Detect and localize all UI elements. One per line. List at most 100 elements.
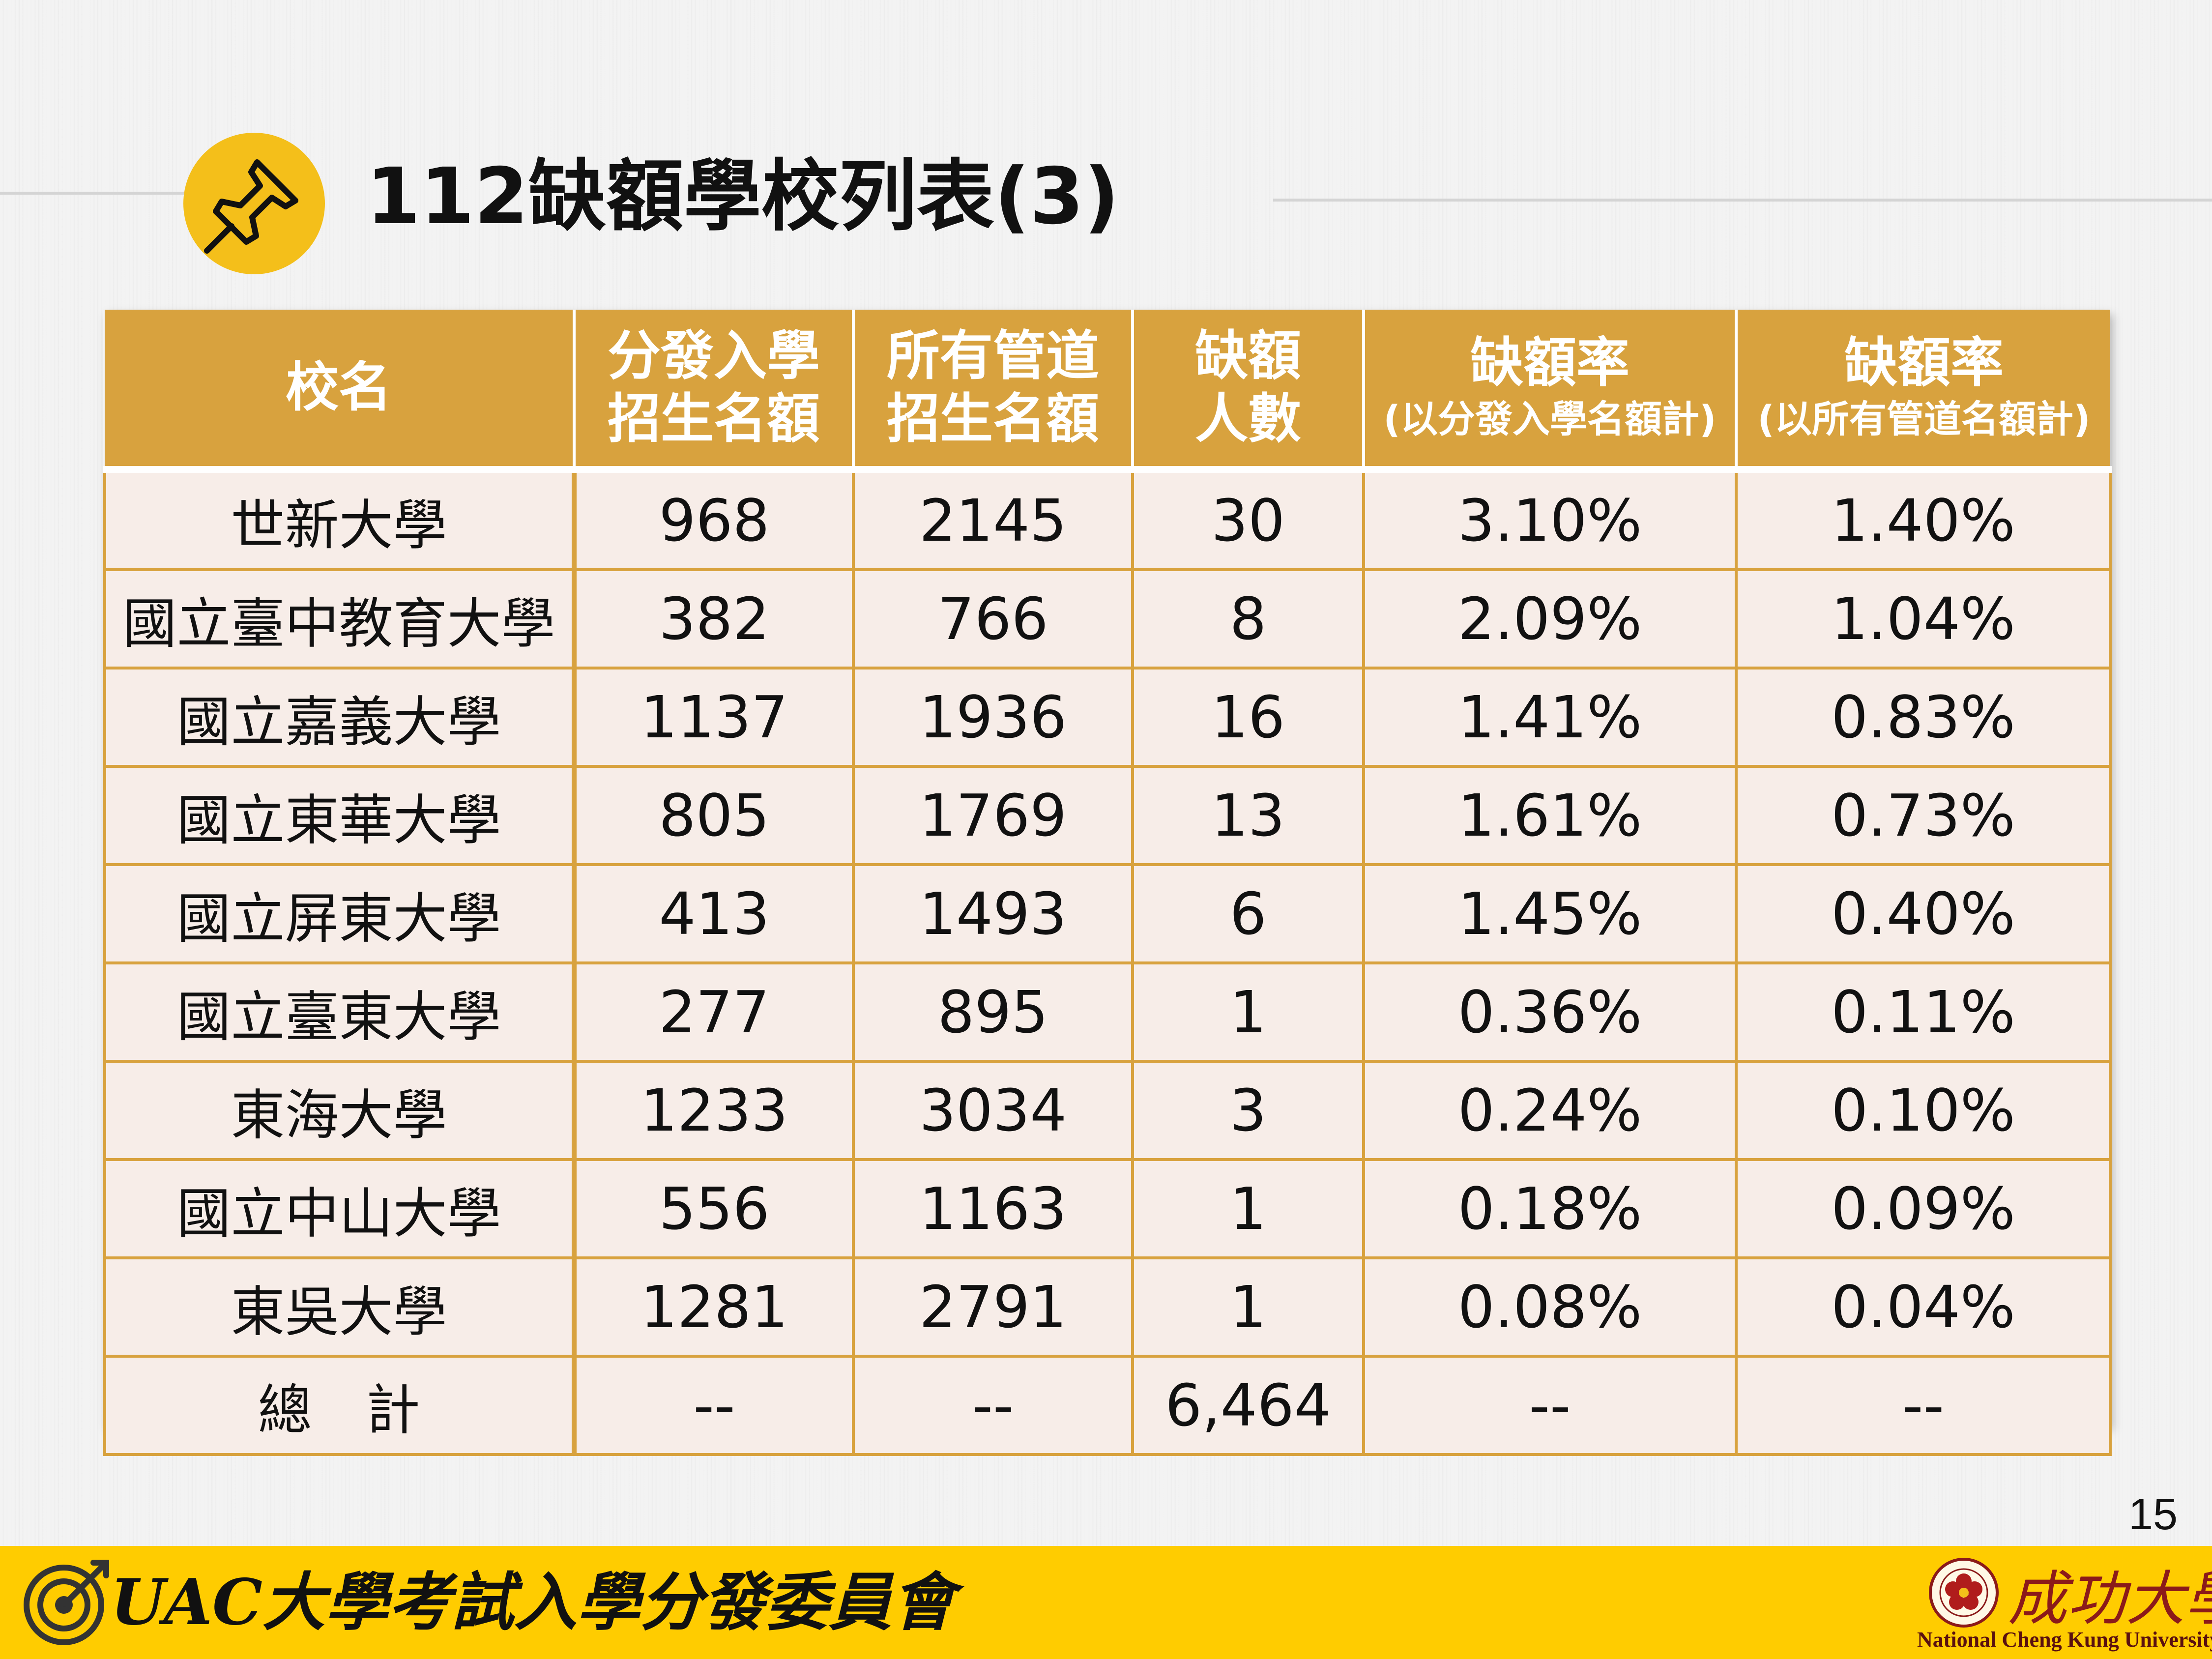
table-cell: 1 <box>1131 1256 1365 1358</box>
table-cell: 3 <box>1131 1060 1365 1161</box>
table-cell: 0.36% <box>1362 961 1738 1063</box>
table-cell: 16 <box>1131 667 1365 768</box>
table-row: 東海大學 1233 3034 3 0.24% 0.10% <box>103 1060 2112 1161</box>
table-header-row: 校名 分發入學 招生名額 所有管道 招生名額 缺額 人數 缺額率 (以分發入學名額計) 缺額率 (以… <box>105 310 2110 473</box>
table-cell: 30 <box>1131 468 1365 571</box>
table-cell: 1.61% <box>1362 765 1738 866</box>
table-cell: 8 <box>1131 568 1365 669</box>
column-header-line2: 人數 <box>1194 388 1301 450</box>
table-cell: -- <box>573 1355 855 1456</box>
column-header-5: 缺額率 (以所有管道名額計) <box>1735 310 2110 473</box>
school-name-cell: 國立屏東大學 <box>103 863 577 964</box>
table-cell: 895 <box>852 961 1134 1063</box>
table-cell: 1769 <box>852 765 1134 866</box>
ncku-english-name: National Cheng Kung University <box>1917 1628 2212 1652</box>
table-row: 國立中山大學 556 1163 1 0.18% 0.09% <box>103 1158 2112 1259</box>
table-row: 國立臺東大學 277 895 1 0.36% 0.11% <box>103 961 2112 1063</box>
column-header-2: 所有管道 招生名額 <box>852 310 1134 473</box>
table-cell: 13 <box>1131 765 1365 866</box>
column-header-subtitle: (以分發入學名額計) <box>1383 397 1717 441</box>
table-cell: 0.24% <box>1362 1060 1738 1161</box>
table-cell: 3.10% <box>1362 468 1738 571</box>
table-cell: 0.09% <box>1735 1158 2112 1259</box>
table-cell: -- <box>852 1355 1134 1456</box>
column-header-line1: 缺額率 <box>1844 332 2004 394</box>
table-cell: 1233 <box>573 1060 855 1161</box>
table-row: 世新大學 968 2145 30 3.10% 1.40% <box>103 468 2112 571</box>
table-cell: 0.73% <box>1735 765 2112 866</box>
slide-title: 112缺額學校列表(3) <box>366 151 1120 242</box>
column-header-line2: 招生名額 <box>886 388 1099 450</box>
table-cell: 1.45% <box>1362 863 1738 964</box>
table-cell: -- <box>1735 1355 2112 1456</box>
school-name-cell: 國立臺中教育大學 <box>103 568 577 669</box>
title-rule-right <box>1273 199 2212 202</box>
school-name-cell: 國立中山大學 <box>103 1158 577 1259</box>
table-cell: 1163 <box>852 1158 1134 1259</box>
vacancy-table: 校名 分發入學 招生名額 所有管道 招生名額 缺額 人數 缺額率 (以分發入學名額計) 缺額率 (以… <box>103 310 2112 1456</box>
table-cell: 0.08% <box>1362 1256 1738 1358</box>
column-header-subtitle: (以所有管道名額計) <box>1757 397 2091 441</box>
column-header-4: 缺額率 (以分發入學名額計) <box>1362 310 1738 473</box>
table-row: 國立臺中教育大學 382 766 8 2.09% 1.04% <box>103 568 2112 669</box>
table-cell: 0.18% <box>1362 1158 1738 1259</box>
table-cell: 2791 <box>852 1256 1134 1358</box>
table-cell: 556 <box>573 1158 855 1259</box>
table-row: 國立東華大學 805 1769 13 1.61% 0.73% <box>103 765 2112 866</box>
table-cell: 0.04% <box>1735 1256 2112 1358</box>
column-header-0: 校名 <box>105 310 576 473</box>
table-row: 國立屏東大學 413 1493 6 1.45% 0.40% <box>103 863 2112 964</box>
table-cell: 1.41% <box>1362 667 1738 768</box>
column-header-1: 分發入學 招生名額 <box>573 310 855 473</box>
table-cell: 1137 <box>573 667 855 768</box>
target-arrow-icon <box>24 1560 109 1645</box>
pushpin-icon <box>183 133 325 274</box>
table-cell: 1281 <box>573 1256 855 1358</box>
ncku-seal-icon <box>1929 1558 1999 1628</box>
table-body: 世新大學 968 2145 30 3.10% 1.40% 國立臺中教育大學 382 766 8 2.… <box>103 468 2112 1456</box>
footer-title: UAC大學考試入學分發委員會 <box>111 1566 955 1639</box>
column-header-line1: 缺額 <box>1194 325 1301 387</box>
column-header-line2: 招生名額 <box>607 388 820 450</box>
column-header-line1: 分發入學 <box>607 325 820 387</box>
school-name-cell: 國立東華大學 <box>103 765 577 866</box>
table-cell: -- <box>1362 1355 1738 1456</box>
column-header-line1: 所有管道 <box>886 325 1099 387</box>
table-cell: 1936 <box>852 667 1134 768</box>
table-cell: 2145 <box>852 468 1134 571</box>
table-cell: 0.11% <box>1735 961 2112 1063</box>
page-number: 15 <box>2128 1490 2178 1539</box>
footer-bar <box>0 1546 2212 1659</box>
school-name-cell: 總 計 <box>103 1355 577 1456</box>
column-header-3: 缺額 人數 <box>1131 310 1365 473</box>
table-cell: 1 <box>1131 1158 1365 1259</box>
table-cell: 0.40% <box>1735 863 2112 964</box>
table-cell: 3034 <box>852 1060 1134 1161</box>
table-cell: 6 <box>1131 863 1365 964</box>
table-cell: 1.40% <box>1735 468 2112 571</box>
table-cell: 413 <box>573 863 855 964</box>
table-cell: 968 <box>573 468 855 571</box>
table-cell: 805 <box>573 765 855 866</box>
table-cell: 1493 <box>852 863 1134 964</box>
school-name-cell: 國立臺東大學 <box>103 961 577 1063</box>
school-name-cell: 東吳大學 <box>103 1256 577 1358</box>
table-cell: 0.10% <box>1735 1060 2112 1161</box>
column-header-line1: 校名 <box>285 357 392 418</box>
title-rule-left <box>0 192 192 195</box>
table-row: 東吳大學 1281 2791 1 0.08% 0.04% <box>103 1256 2112 1358</box>
table-cell: 0.83% <box>1735 667 2112 768</box>
table-row: 國立嘉義大學 1137 1936 16 1.41% 0.83% <box>103 667 2112 768</box>
school-name-cell: 東海大學 <box>103 1060 577 1161</box>
column-header-line1: 缺額率 <box>1470 332 1630 394</box>
table-cell: 1.04% <box>1735 568 2112 669</box>
table-cell: 1 <box>1131 961 1365 1063</box>
table-cell: 277 <box>573 961 855 1063</box>
total-row: 總 計 -- -- 6,464 -- -- <box>103 1355 2112 1456</box>
ncku-logo-text: 成功大學 <box>2008 1565 2212 1633</box>
school-name-cell: 世新大學 <box>103 468 577 571</box>
table-cell: 6,464 <box>1131 1355 1365 1456</box>
table-cell: 382 <box>573 568 855 669</box>
school-name-cell: 國立嘉義大學 <box>103 667 577 768</box>
table-cell: 766 <box>852 568 1134 669</box>
